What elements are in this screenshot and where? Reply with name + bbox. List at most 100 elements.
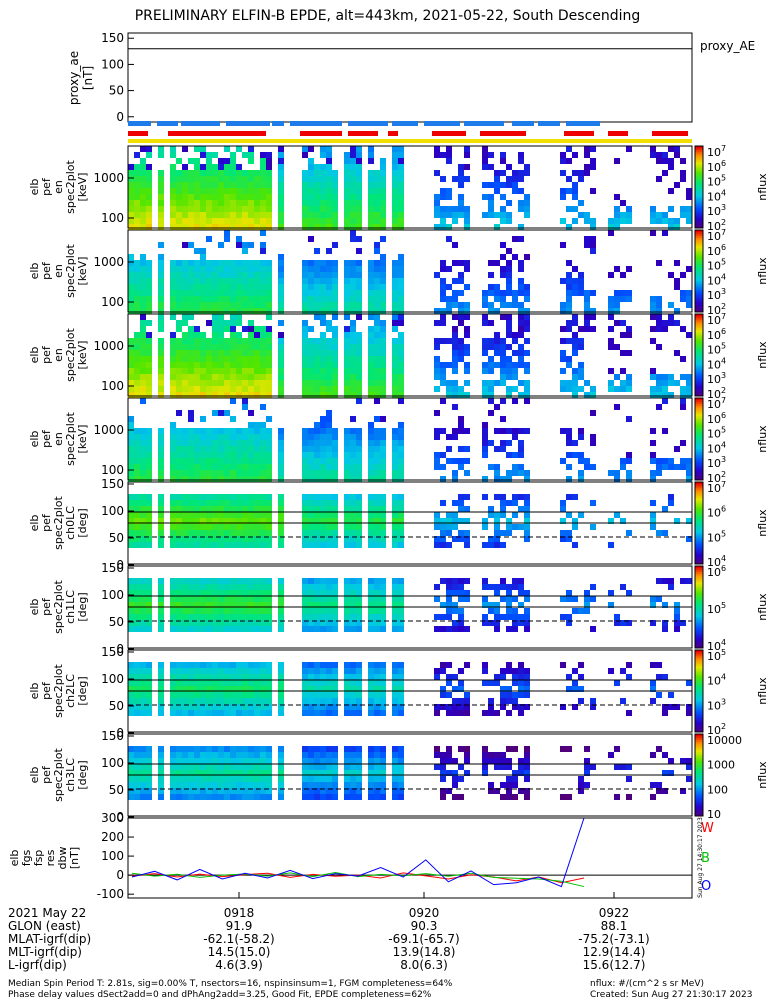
colorbar-cell xyxy=(695,523,703,526)
colorbar-cell xyxy=(695,520,703,524)
pa-ytick-label: 150 xyxy=(101,645,124,659)
colorbar-cell xyxy=(695,555,703,559)
panel-ylabel: [keV] xyxy=(76,341,89,370)
colorbar-cell xyxy=(695,156,703,159)
panel-ylabel: elb xyxy=(28,683,41,700)
colorbar-cell xyxy=(695,625,703,628)
colorbar-cell xyxy=(695,375,703,379)
colorbar-cell xyxy=(695,570,703,573)
colorbar-cell xyxy=(695,352,703,356)
colorbar-cell xyxy=(695,783,703,786)
colorbar-cell xyxy=(695,416,703,419)
colorbar-cell xyxy=(695,658,703,661)
colorbar-cell xyxy=(695,568,703,571)
spectrogram-panel-7 xyxy=(128,746,692,800)
panel-ylabel: spec2plot xyxy=(52,664,65,718)
colorbar-cell xyxy=(695,496,703,499)
colorbar-cell xyxy=(695,629,703,633)
colorbar-cell xyxy=(695,279,703,282)
footer-row-label: MLAT-igrf(dip) xyxy=(8,932,91,946)
panel-ylabel: elb xyxy=(28,179,41,196)
colorbar-cell xyxy=(695,377,703,381)
colorbar-cell xyxy=(695,223,703,227)
colorbar-cell xyxy=(695,357,703,360)
panel-ylabel: [deg] xyxy=(76,676,89,705)
panel-ylabel: pef xyxy=(40,261,53,280)
colorbar-cell xyxy=(695,650,703,653)
colorbar-cell xyxy=(695,225,703,229)
en-ytick-label: 100 xyxy=(101,211,124,225)
colorbar-cell xyxy=(695,420,703,424)
colorbar-cell xyxy=(695,467,703,471)
colorbar-cell xyxy=(695,400,703,403)
colorbar-cell xyxy=(695,465,703,469)
colorbar-cell xyxy=(695,418,703,422)
colorbar-cell xyxy=(695,506,703,510)
colorbar-cell xyxy=(695,666,703,669)
spectrogram-frame xyxy=(127,145,693,229)
pa-ytick-label: 50 xyxy=(109,783,124,797)
colorbar-cell xyxy=(695,705,703,708)
colorbar-cell xyxy=(695,592,703,596)
colorbar-cell xyxy=(695,459,703,463)
panel-ylabel: elb xyxy=(28,599,41,616)
panel-ylabel: pef xyxy=(40,177,53,196)
colorbar-cell xyxy=(695,525,703,528)
colorbar-cell xyxy=(695,373,703,376)
colorbar-cell xyxy=(695,152,703,155)
colorbar-cell xyxy=(695,639,703,643)
colorbar-cell xyxy=(695,750,703,753)
colorbar-frame xyxy=(694,565,704,649)
bar-blue-segment xyxy=(538,121,560,126)
colorbar-label: nflux xyxy=(756,341,769,369)
colorbar-cell xyxy=(695,770,703,774)
dbw-ytick-label: -100 xyxy=(97,887,124,901)
dbw-legend-W: W xyxy=(701,821,714,836)
colorbar-cell xyxy=(695,676,703,680)
bar-blue-segment xyxy=(128,121,151,126)
footer-value: 0922 xyxy=(599,906,630,920)
panel-ylabel: ch0LC xyxy=(64,506,77,540)
colorbar-cell xyxy=(695,477,703,481)
colorbar-cell xyxy=(695,434,703,438)
footer-row-label: L-igrf(dip) xyxy=(8,958,67,972)
colorbar-cell xyxy=(695,256,703,260)
panel-ylabel: [keV] xyxy=(76,257,89,286)
colorbar-cell xyxy=(695,660,703,663)
footer-value: 4.6(3.9) xyxy=(215,958,263,972)
colorbar-cell xyxy=(695,543,703,547)
colorbar-cell xyxy=(695,398,703,401)
panel-ylabel: elb xyxy=(28,347,41,364)
colorbar-cell xyxy=(695,174,703,178)
en-ytick-label: 100 xyxy=(101,379,124,393)
pa-ytick-label: 50 xyxy=(109,531,124,545)
colorbar-cell xyxy=(695,482,703,485)
colorbar-cell xyxy=(695,518,703,522)
colorbar-cell xyxy=(695,164,703,167)
dbw-ylabel: dbw xyxy=(56,847,69,870)
colorbar-cell xyxy=(695,295,703,299)
footer-value: 8.0(6.3) xyxy=(400,958,448,972)
dbw-legend-O: O xyxy=(701,879,711,894)
colorbar-cell xyxy=(695,803,703,807)
panel-ylabel: ch2LC xyxy=(64,674,77,708)
colorbar-tick-label: 106 xyxy=(707,411,726,426)
colorbar-cell xyxy=(695,785,703,788)
colorbar-frame xyxy=(694,481,704,565)
colorbar-cell xyxy=(695,281,703,284)
colorbar-cell xyxy=(695,182,703,186)
proxy-ae-frame xyxy=(127,32,693,123)
spectrogram-panel-0 xyxy=(128,146,692,230)
colorbar-cell xyxy=(695,709,703,712)
colorbar-tick-label: 107 xyxy=(707,144,726,159)
colorbar-cell xyxy=(695,484,703,487)
colorbar-cell xyxy=(695,424,703,428)
colorbar-tick-label: 107 xyxy=(707,228,726,243)
colorbar-cell xyxy=(695,504,703,508)
colorbar-cell xyxy=(695,316,703,319)
colorbar-cell xyxy=(695,328,703,331)
en-ytick-label: 1000 xyxy=(93,171,124,185)
colorbar-cell xyxy=(695,303,703,307)
bar-blue-segment xyxy=(226,121,270,126)
dbw-series-W xyxy=(131,872,585,884)
